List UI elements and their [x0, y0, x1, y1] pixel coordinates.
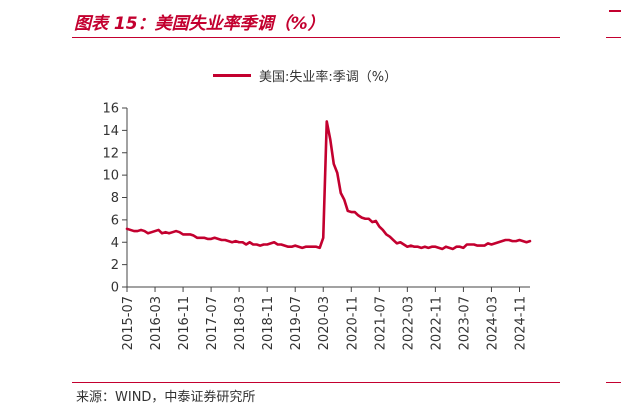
- y-tick-label: 10: [102, 169, 119, 184]
- adjacent-figure-marker: [609, 10, 621, 12]
- chart-series: [125, 120, 532, 251]
- x-tick-label: 2020-11: [345, 296, 360, 350]
- y-tick-label: 8: [111, 191, 119, 206]
- y-tick-label: 12: [102, 146, 119, 161]
- figure-title: 图表 15：美国失业率季调（%）: [74, 14, 325, 34]
- y-tick-label: 0: [111, 281, 119, 296]
- chart-legend: 美国:失业率:季调（%）: [213, 66, 397, 85]
- adjacent-source-divider: [606, 382, 621, 383]
- x-tick-label: 2021-07: [373, 296, 388, 350]
- x-tick-label: 2022-11: [429, 296, 444, 350]
- title-divider: [72, 37, 560, 38]
- source-note: 来源：WIND，中泰证券研究所: [76, 390, 256, 405]
- y-tick-label: 4: [111, 236, 119, 251]
- x-tick-label: 2024-11: [513, 296, 528, 350]
- x-tick-label: 2017-07: [205, 296, 220, 350]
- x-tick-label: 2023-07: [457, 296, 472, 350]
- x-tick-label: 2019-07: [289, 296, 304, 350]
- x-tick-label: 2018-11: [261, 296, 276, 350]
- series-line-1: [125, 120, 532, 251]
- y-tick-label: 14: [102, 124, 119, 139]
- x-tick-label: 2016-03: [149, 296, 164, 350]
- x-tick-label: 2018-03: [233, 296, 248, 350]
- x-tick-label: 2015-07: [121, 296, 136, 350]
- source-divider: [72, 382, 560, 383]
- y-tick-label: 2: [111, 258, 119, 273]
- y-tick-label: 16: [102, 102, 119, 117]
- adjacent-figure-divider: [606, 37, 621, 38]
- x-tick-label: 2016-11: [177, 296, 192, 350]
- chart-axes: 0 2 4 6 8 10 12 14 16 2015-07 2016-03 2016-11 2017-0…: [102, 102, 530, 350]
- legend-label: 美国:失业率:季调（%）: [259, 70, 398, 85]
- y-tick-label: 6: [111, 213, 119, 228]
- x-tick-label: 2022-03: [401, 296, 416, 350]
- x-tick-label: 2024-03: [485, 296, 500, 350]
- x-tick-label: 2020-03: [317, 296, 332, 350]
- legend-swatch: [213, 74, 251, 77]
